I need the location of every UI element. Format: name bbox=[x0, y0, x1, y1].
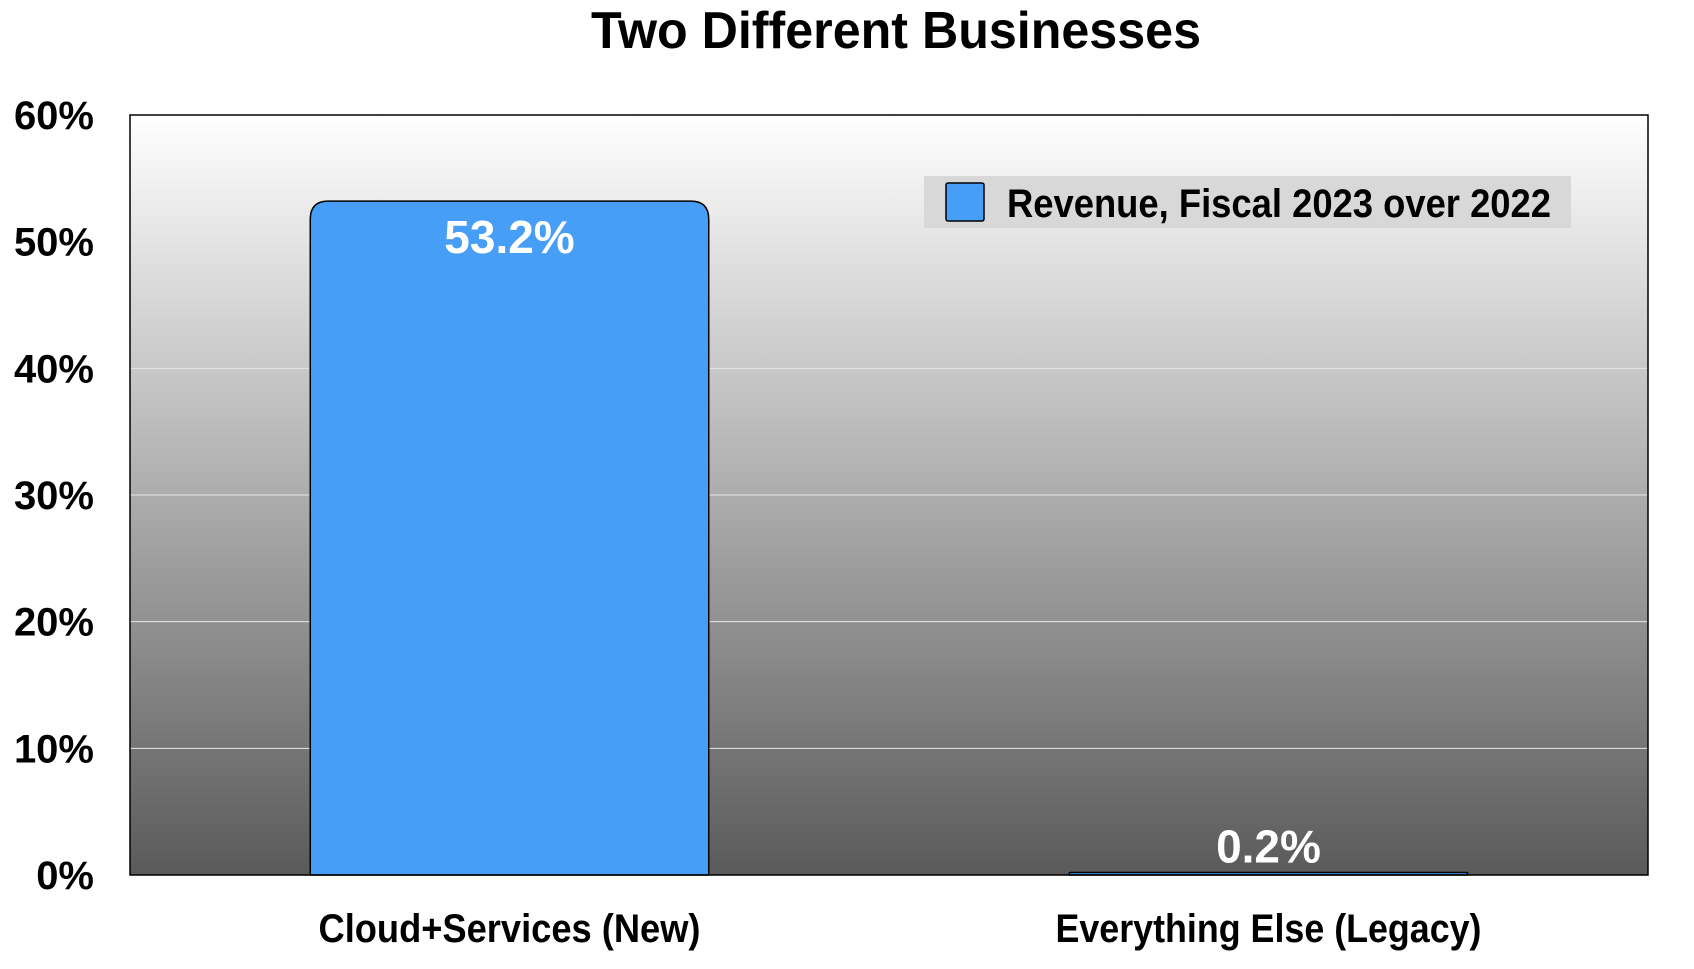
y-axis-ticks: 0% 10% 20% 30% 40% 50% 60% bbox=[14, 94, 94, 898]
x-axis-ticks: Cloud+Services (New) Everything Else (Leg… bbox=[319, 907, 1482, 951]
x-tick-label: Cloud+Services (New) bbox=[319, 907, 701, 951]
x-tick-label: Everything Else (Legacy) bbox=[1056, 907, 1482, 951]
y-tick-label: 60% bbox=[14, 94, 94, 138]
y-tick-label: 40% bbox=[14, 347, 94, 391]
plot-frame bbox=[129, 114, 1649, 876]
legend: Revenue, Fiscal 2023 over 2022 bbox=[924, 176, 1571, 228]
chart-title: Two Different Businesses bbox=[591, 2, 1201, 60]
data-label: 0.2% bbox=[1216, 820, 1321, 872]
y-tick-label: 50% bbox=[14, 221, 94, 265]
y-tick-label: 0% bbox=[36, 854, 94, 898]
bar bbox=[309, 200, 710, 876]
y-tick-label: 30% bbox=[14, 474, 94, 518]
y-tick-label: 20% bbox=[14, 601, 94, 645]
legend-box bbox=[924, 176, 1571, 228]
bars bbox=[309, 200, 1469, 876]
y-tick-label: 10% bbox=[14, 727, 94, 771]
legend-label: Revenue, Fiscal 2023 over 2022 bbox=[1007, 182, 1551, 226]
legend-swatch bbox=[945, 182, 985, 222]
data-labels: 53.2% 0.2% bbox=[444, 211, 1321, 872]
data-label: 53.2% bbox=[444, 211, 574, 263]
